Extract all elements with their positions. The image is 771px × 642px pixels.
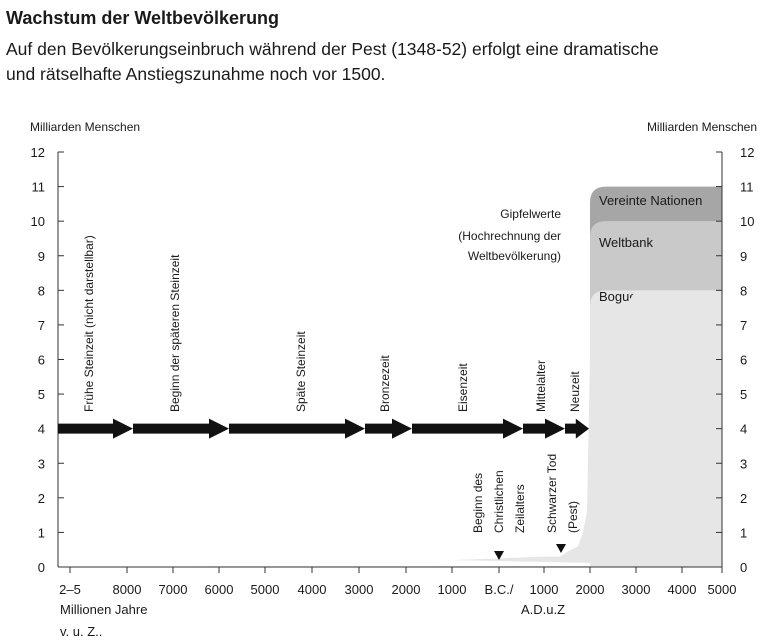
x-tick-label: 6000 xyxy=(205,582,234,597)
y-tick-label-left: 0 xyxy=(38,560,45,575)
epoch-label: Eisenzeit xyxy=(456,363,470,412)
subtitle-line-1: Auf den Bevölkerungseinbruch während der… xyxy=(6,39,659,59)
y-tick-label-right: 7 xyxy=(740,318,747,333)
y-tick-label-left: 10 xyxy=(31,214,45,229)
x-tick-label: 7000 xyxy=(159,582,188,597)
epoch-arrow xyxy=(365,418,412,439)
x-tick-label: 3000 xyxy=(622,582,651,597)
x-unit-right: A.D.u.Z xyxy=(521,602,565,617)
y-tick-label-left: 3 xyxy=(38,456,45,471)
y-tick-label-right: 1 xyxy=(740,525,747,540)
projection-note-line: (Hochrechnung der xyxy=(458,229,561,243)
epoch-arrows xyxy=(58,418,589,439)
y-tick-label-right: 12 xyxy=(740,145,754,160)
y-tick-label-right: 10 xyxy=(740,214,754,229)
y-tick-label-left: 1 xyxy=(38,525,45,540)
y-tick-label-left: 11 xyxy=(32,180,46,195)
y-tick-label-right: 9 xyxy=(740,249,747,264)
y-tick-label-left: 6 xyxy=(38,353,45,368)
epoch-arrow xyxy=(133,418,229,439)
y-tick-label-left: 12 xyxy=(31,145,45,160)
projection-note-line: Gipfelwerte xyxy=(500,207,561,221)
x-unit-left-line-2: v. u. Z.. xyxy=(60,624,102,639)
annotation-line: Schwarzer Tod xyxy=(545,454,559,533)
x-tick-label: 4000 xyxy=(668,582,697,597)
y-tick-label-right: 11 xyxy=(740,180,754,195)
y-tick-label-left: 5 xyxy=(38,387,45,402)
epoch-arrow xyxy=(565,418,589,439)
chart-subtitle: Auf den Bevölkerungseinbruch während der… xyxy=(6,37,766,87)
projection-label-vereinte-nationen: Vereinte Nationen xyxy=(599,193,702,208)
projection-label-weltbank: Weltbank xyxy=(599,235,653,250)
x-tick-label: 8000 xyxy=(113,582,142,597)
annotation-line: Zeilalters xyxy=(513,484,527,533)
x-tick-label: 2–5 xyxy=(59,582,81,597)
x-tick-label: 2000 xyxy=(576,582,605,597)
x-tick-label: 4000 xyxy=(298,582,327,597)
y-tick-label-right: 4 xyxy=(740,422,747,437)
y-tick-label-left: 9 xyxy=(38,249,45,264)
y-tick-label-left: 4 xyxy=(38,422,45,437)
x-tick-label: 5000 xyxy=(251,582,280,597)
x-tick-label: 1000 xyxy=(530,582,559,597)
y-tick-label-left: 7 xyxy=(38,318,45,333)
y-tick-label-left: 8 xyxy=(38,283,45,298)
epoch-label: Beginn der späteren Steinzeit xyxy=(168,254,182,412)
y-tick-label-right: 0 xyxy=(740,560,747,575)
y-tick-label-right: 8 xyxy=(740,283,747,298)
annotation-marker xyxy=(494,551,504,560)
x-unit-left-line-1: Millionen Jahre xyxy=(60,602,147,617)
annotation-line: Beginn des xyxy=(471,473,485,533)
chart-title: Wachstum der Weltbevölkerung xyxy=(6,8,280,28)
population-area xyxy=(58,290,722,567)
x-tick-label: 5000 xyxy=(708,582,737,597)
epoch-arrow xyxy=(412,418,523,439)
epoch-arrow xyxy=(229,418,365,439)
epoch-arrow xyxy=(523,418,565,439)
x-tick-label: B.C./ xyxy=(485,582,514,597)
annotation-marker xyxy=(556,544,566,553)
y-tick-label-right: 3 xyxy=(740,456,747,471)
y-axis-title-right: Milliarden Menschen xyxy=(647,120,757,134)
epoch-label: Bronzezeit xyxy=(378,355,392,412)
x-tick-label: 1000 xyxy=(438,582,467,597)
y-tick-label-left: 2 xyxy=(38,491,45,506)
y-tick-label-right: 5 xyxy=(740,387,747,402)
y-tick-label-right: 2 xyxy=(740,491,747,506)
epoch-label: Frühe Steinzeit (nicht darstellbar) xyxy=(82,235,96,412)
epoch-label: Späte Steinzeit xyxy=(294,331,308,412)
x-tick-label: 2000 xyxy=(392,582,421,597)
epoch-arrow xyxy=(58,418,133,439)
annotation-line: Christlichen xyxy=(492,470,506,533)
x-tick-label: 3000 xyxy=(345,582,374,597)
epoch-label: Neuzeit xyxy=(568,371,582,412)
y-tick-label-right: 6 xyxy=(740,353,747,368)
subtitle-line-2: und rätselhafte Anstiegszunahme noch vor… xyxy=(6,64,386,84)
y-axis-title-left: Milliarden Menschen xyxy=(30,120,140,134)
annotation-line: (Pest) xyxy=(566,501,580,533)
epoch-label: Mittelalter xyxy=(534,360,548,412)
projection-note-line: Weltbevölkerung) xyxy=(468,249,561,263)
